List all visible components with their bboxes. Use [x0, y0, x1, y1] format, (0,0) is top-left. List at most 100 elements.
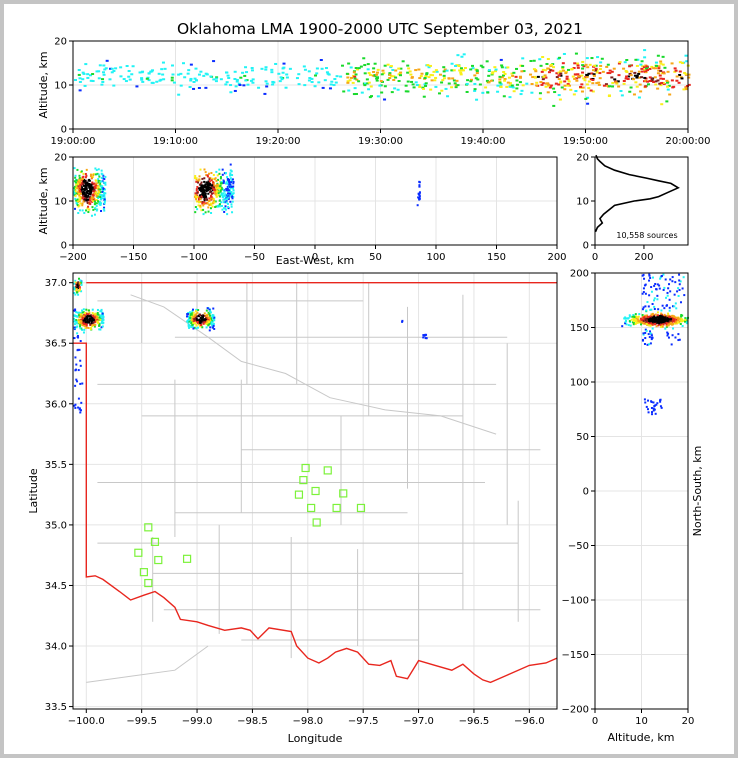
source-cell: [76, 284, 79, 287]
source-cell: [79, 409, 82, 412]
source-cell: [654, 64, 658, 67]
x-tick-label: 0: [592, 252, 598, 263]
source-cell: [463, 67, 467, 70]
source-cell: [328, 87, 332, 90]
source-cell: [84, 319, 87, 322]
source-cell: [200, 195, 203, 198]
source-cell: [657, 324, 660, 327]
source-cell: [84, 181, 87, 184]
source-cell: [201, 202, 204, 205]
source-cell: [580, 90, 584, 93]
source-cell: [224, 201, 227, 204]
source-cell: [648, 76, 652, 79]
source-cell: [667, 336, 670, 339]
source-cell: [587, 80, 591, 83]
source-cell: [659, 399, 662, 402]
source-cell: [475, 98, 479, 101]
source-cell: [211, 205, 214, 208]
source-cell: [140, 78, 144, 81]
source-cell: [112, 70, 116, 73]
source-cell: [642, 287, 645, 290]
source-cell: [418, 77, 422, 80]
source-cell: [151, 81, 155, 84]
source-cell: [533, 75, 537, 78]
source-cell: [661, 304, 664, 307]
source-cell: [189, 312, 192, 315]
source-cell: [581, 86, 585, 89]
source-cell: [386, 63, 390, 66]
source-cell: [487, 81, 491, 84]
source-cell: [203, 202, 206, 205]
source-cell: [644, 317, 647, 320]
source-cell: [89, 328, 92, 331]
source-cell: [652, 313, 655, 316]
source-cell: [78, 286, 81, 289]
source-cell: [656, 319, 659, 322]
source-cell: [204, 193, 207, 196]
source-cell: [205, 174, 208, 177]
source-cell: [85, 326, 88, 329]
source-cell: [210, 203, 213, 206]
source-cell: [653, 305, 656, 308]
source-cell: [93, 185, 96, 188]
source-cell: [568, 84, 572, 87]
source-cell: [226, 213, 229, 216]
source-cell: [73, 282, 76, 285]
source-cell: [392, 75, 396, 78]
source-cell: [673, 293, 676, 296]
source-cell: [181, 62, 185, 65]
source-cell: [208, 313, 211, 316]
source-cell: [500, 76, 504, 79]
source-cell: [563, 84, 567, 87]
source-cell: [662, 72, 666, 75]
source-cell: [359, 65, 363, 68]
source-cell: [401, 60, 405, 63]
source-cell: [576, 73, 580, 76]
source-cell: [227, 196, 230, 199]
source-cell: [91, 193, 94, 196]
source-cell: [574, 90, 578, 93]
source-cell: [79, 411, 82, 414]
source-cell: [197, 200, 200, 203]
source-cell: [210, 171, 213, 174]
source-cell: [83, 192, 86, 195]
source-cell: [77, 369, 80, 372]
source-cell: [90, 188, 93, 191]
source-cell: [82, 322, 85, 325]
source-cell: [97, 70, 101, 73]
plan-view-xlabel: Longitude: [288, 732, 343, 745]
y-tick-label: 20: [54, 37, 67, 48]
x-tick-label: −98.0: [292, 716, 323, 727]
source-cell: [565, 77, 569, 80]
source-cell: [228, 180, 231, 183]
source-cell: [89, 193, 92, 196]
source-cell: [189, 314, 192, 317]
source-cell: [660, 309, 663, 312]
source-cell: [656, 283, 659, 286]
source-cell: [197, 319, 200, 322]
source-cell: [631, 321, 634, 324]
source-cell: [210, 318, 213, 321]
source-cell: [86, 76, 90, 79]
y-tick-label: 33.5: [45, 702, 67, 713]
source-cell: [653, 315, 656, 318]
source-cell: [219, 184, 222, 187]
source-cell: [81, 71, 85, 74]
source-cell: [512, 71, 516, 74]
source-cell: [404, 84, 408, 87]
source-cell: [569, 88, 573, 91]
source-cell: [104, 188, 107, 191]
y-tick-label: 20: [576, 153, 589, 164]
source-cell: [653, 76, 657, 79]
source-cell: [112, 84, 116, 87]
source-cell: [78, 408, 81, 411]
source-cell: [659, 62, 663, 65]
source-cell: [208, 316, 211, 319]
source-cell: [223, 172, 226, 175]
source-cell: [73, 189, 76, 192]
source-cell: [192, 314, 195, 317]
source-cell: [239, 76, 243, 79]
figure-frame: Oklahoma LMA 1900-2000 UTC September 03,…: [4, 4, 734, 754]
source-cell: [207, 318, 210, 321]
